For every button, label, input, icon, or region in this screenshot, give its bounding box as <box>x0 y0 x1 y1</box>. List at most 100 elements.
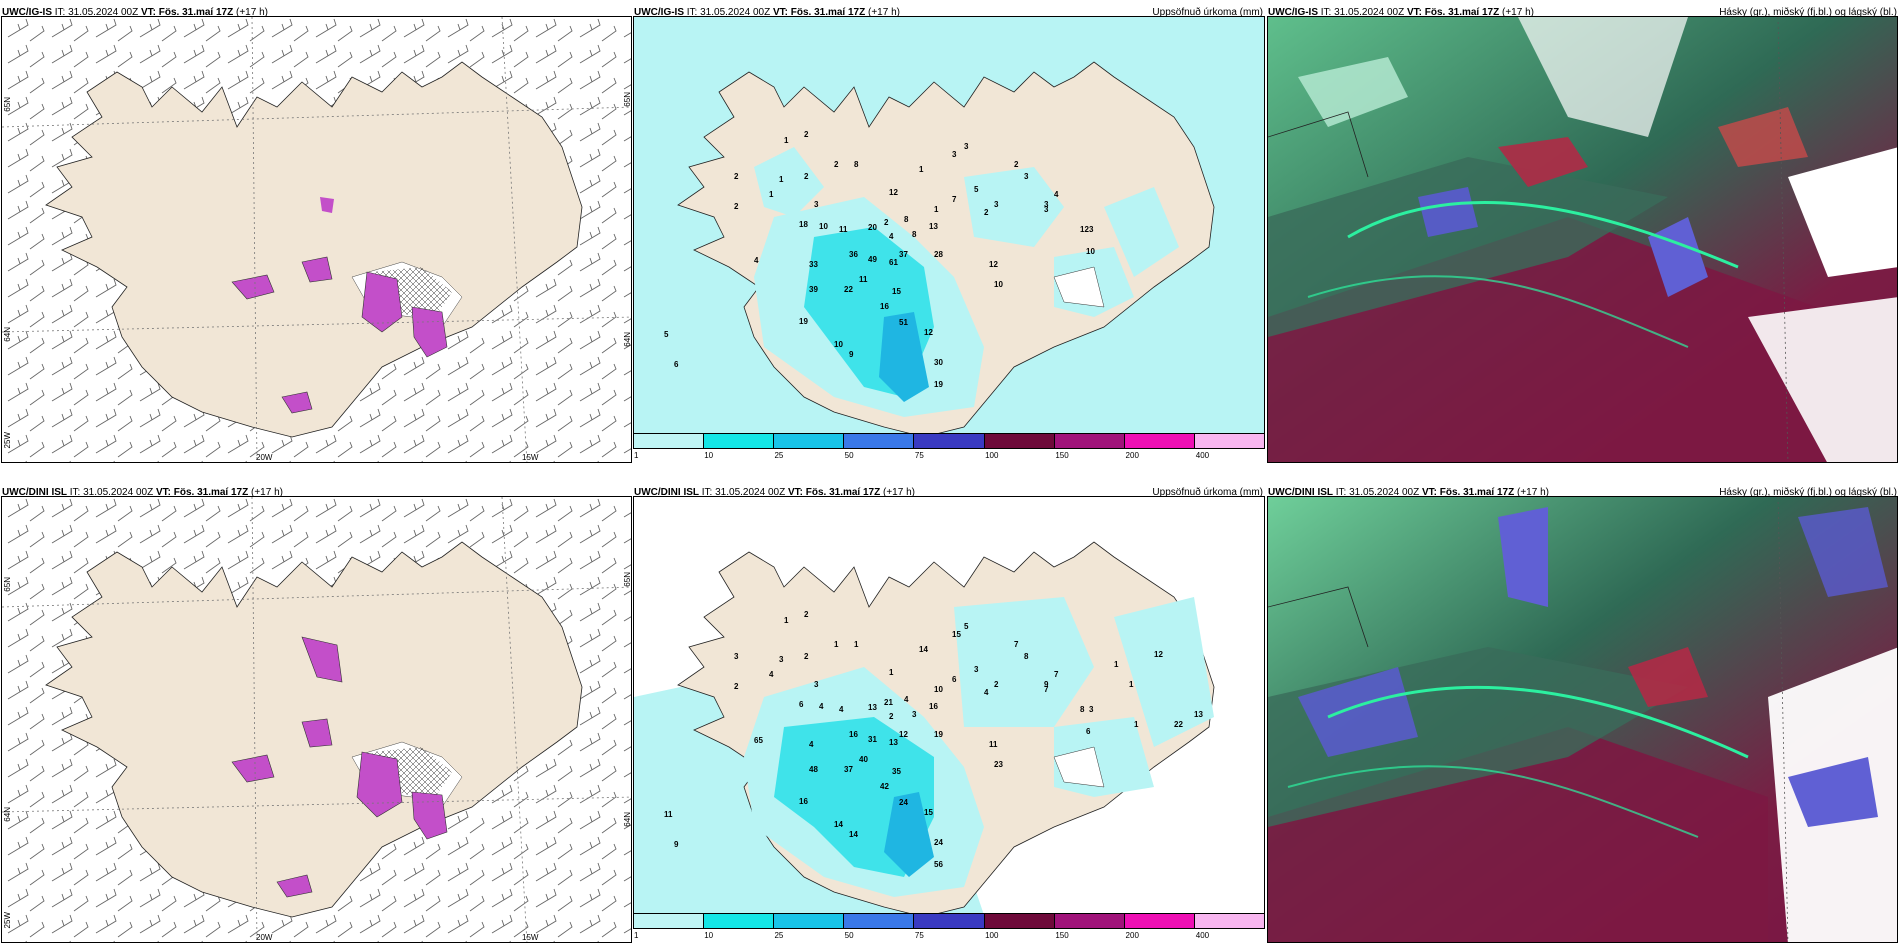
precip-value-label: 7 <box>952 195 957 204</box>
precip-value-label: 4 <box>839 705 844 714</box>
precip-value-label: 35 <box>892 767 901 776</box>
colorbar-ticks-2: 1 10 25 50 75 100 150 200 400 <box>633 931 1265 943</box>
colorbar-tick-label: 50 <box>844 931 854 940</box>
precip-value-label: 15 <box>924 808 933 817</box>
precip-value-label: 42 <box>880 782 889 791</box>
cloud-title: Hásky (gr.), miðský (fj.bl.) og lágský (… <box>1719 487 1897 498</box>
precip-value-label: 16 <box>880 302 889 311</box>
precip-value-label: 2 <box>984 208 989 217</box>
colorbar-swatch <box>1194 914 1264 928</box>
precip-value-label: 1 <box>779 175 784 184</box>
precip-value-label: 7 <box>1054 670 1059 679</box>
panel-title-precip: UWC/IG-IS IT: 31.05.2024 00Z VT: Fös. 31… <box>634 7 900 18</box>
precip-value-label: 1 <box>769 190 774 199</box>
precip-title: Uppsöfnuð úrkoma (mm) <box>1152 487 1263 498</box>
colorbar-tick-label: 75 <box>914 931 924 940</box>
precip-value-label: 1 <box>784 616 789 625</box>
precip-value-label: 2 <box>804 172 809 181</box>
precip-value-label: 2 <box>889 712 894 721</box>
precip-value-label: 15 <box>892 287 901 296</box>
precip-value-label: 13 <box>889 738 898 747</box>
precip-value-label: 6 <box>799 700 804 709</box>
lat-label-64n-right: 64N <box>623 812 632 827</box>
precip-value-label: 4 <box>754 256 759 265</box>
precip-value-label: 3 <box>1044 200 1049 209</box>
lat-label-65n: 65N <box>3 97 12 112</box>
colorbar-2 <box>633 913 1265 929</box>
precip-value-label: 9 <box>1044 680 1049 689</box>
precip-value-label: 28 <box>934 250 943 259</box>
lon-label-20w: 20W <box>256 933 273 942</box>
precip-value-label: 39 <box>809 285 818 294</box>
precip-title: Uppsöfnuð úrkoma (mm) <box>1152 7 1263 18</box>
colorbar-swatch <box>1124 434 1195 448</box>
panel-title-cloud: UWC/DINI ISL IT: 31.05.2024 00Z VT: Fös.… <box>1268 487 1549 498</box>
colorbar-swatch <box>774 914 845 928</box>
colorbar-tick-label: 200 <box>1125 451 1139 460</box>
precip-value-label: 13 <box>1194 710 1203 719</box>
precip-value-label: 3 <box>912 710 917 719</box>
precip-value-label: 8 <box>1080 705 1085 714</box>
colorbar-swatch <box>984 434 1055 448</box>
precip-value-label: 7 <box>1014 640 1019 649</box>
precip-value-label: 10 <box>819 222 828 231</box>
precip-value-label: 16 <box>799 797 808 806</box>
cloud-title: Hásky (gr.), miðský (fj.bl.) og lágský (… <box>1719 7 1897 18</box>
lat-label-25w: 25W <box>3 912 12 929</box>
precip-value-label: 1 <box>854 640 859 649</box>
colorbar-swatch <box>704 914 775 928</box>
colorbar-swatch <box>844 914 915 928</box>
panel-title-wind: UWC/IG-IS IT: 31.05.2024 00Z VT: Fös. 31… <box>2 7 268 18</box>
precip-value-label: 22 <box>1174 720 1183 729</box>
precip-value-label: 9 <box>674 840 679 849</box>
lat-label-64n: 64N <box>3 327 12 342</box>
precip-value-label: 5 <box>974 185 979 194</box>
precip-value-label: 4 <box>904 695 909 704</box>
precip-value-label: 24 <box>934 838 943 847</box>
precip-value-label: 2 <box>804 610 809 619</box>
precip-value-label: 3 <box>814 200 819 209</box>
precip-value-label: 19 <box>799 317 808 326</box>
colorbar-tick-label: 1 <box>634 451 639 460</box>
colorbar-tick-label: 10 <box>704 931 714 940</box>
colorbar-tick-label: 400 <box>1195 451 1210 460</box>
precip-value-label: 1 <box>919 165 924 174</box>
wind-map-1: 20W 15W 65N 64N 25W 65N 64N <box>1 16 632 463</box>
colorbar-tick-label: 10 <box>704 451 714 460</box>
precip-value-label: 11 <box>664 810 673 819</box>
precip-value-label: 10 <box>994 280 1003 289</box>
precip-value-label: 7 <box>1044 685 1049 694</box>
precip-value-label: 3 <box>1089 225 1094 234</box>
precip-value-label: 14 <box>849 830 858 839</box>
precip-value-label: 51 <box>899 318 908 327</box>
panel-title-precip: UWC/DINI ISL IT: 31.05.2024 00Z VT: Fös.… <box>634 487 915 498</box>
precip-value-label: 8 <box>1024 652 1029 661</box>
precip-value-label: 4 <box>1054 190 1059 199</box>
precip-value-label: 2 <box>994 680 999 689</box>
precip-value-label: 14 <box>834 820 843 829</box>
colorbar-tick-label: 25 <box>774 931 784 940</box>
precip-value-label: 3 <box>952 150 957 159</box>
precip-value-label: 13 <box>868 703 877 712</box>
precip-value-label: 23 <box>994 760 1003 769</box>
colorbar-tick-label: 400 <box>1195 931 1210 940</box>
colorbar-swatch <box>704 434 775 448</box>
precip-value-label: 21 <box>884 698 893 707</box>
precip-value-label: 15 <box>952 630 961 639</box>
precip-value-label: 49 <box>868 255 877 264</box>
colorbar-swatch <box>984 914 1055 928</box>
precip-value-label: 2 <box>804 652 809 661</box>
cloud-map-1 <box>1267 16 1898 463</box>
precip-value-label: 20 <box>868 223 877 232</box>
precip-value-label: 40 <box>859 755 868 764</box>
colorbar-tick-label: 25 <box>774 451 784 460</box>
precip-value-label: 10 <box>1086 247 1095 256</box>
precip-value-label: 3 <box>974 665 979 674</box>
lat-label-65n: 65N <box>3 577 12 592</box>
precip-value-label: 10 <box>834 340 843 349</box>
lat-label-64n: 64N <box>3 807 12 822</box>
precip-value-label: 14 <box>919 645 928 654</box>
precip-value-label: 10 <box>934 685 943 694</box>
